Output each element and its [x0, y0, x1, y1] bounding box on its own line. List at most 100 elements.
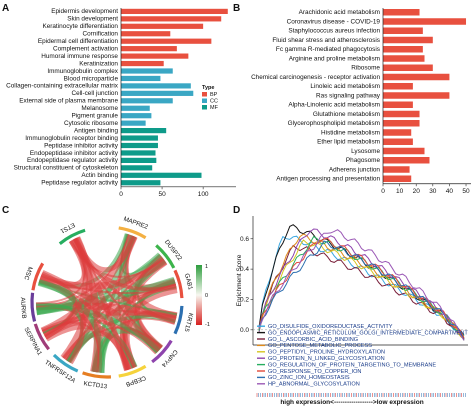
- gsea-curve: [258, 239, 465, 337]
- tick-d-label: 0.4: [240, 266, 249, 273]
- bar-a-label: Peptidase regulator activity: [41, 180, 119, 187]
- chord-gene-label: CEBPB: [125, 374, 147, 388]
- bar-b-label: Ether lipid metabolism: [317, 139, 380, 146]
- bar-b: [383, 27, 423, 34]
- bar-b-label: Chemical carcinogenesis - receptor activ…: [251, 74, 380, 81]
- panel-b-bar-chart: Arachidonic acid metabolism Coronavirus d…: [251, 8, 471, 195]
- colorbar-tick: -1: [205, 322, 210, 328]
- bar-b-label: Antigen processing and presentation: [276, 176, 380, 183]
- bar-a-label: Epidermal cell differentiation: [38, 38, 119, 45]
- bar-a-label: Keratinocyte differentiation: [42, 23, 118, 30]
- chord-link: [35, 238, 86, 305]
- bar-b-label: Arachidonic acid metabolism: [299, 9, 380, 16]
- chord-gene-label: KRT15: [183, 312, 195, 333]
- bar-a-label: Keratinization: [79, 60, 118, 67]
- bar-a-label: Immunoglobulin complex: [47, 68, 118, 75]
- gsea-curve: [258, 229, 465, 341]
- axis-d-ylabel: Enrichment Score: [236, 254, 243, 306]
- gsea-legend-entry: GO_PROTEIN_N_LINKED_GLYCOSYLATION: [268, 356, 385, 362]
- tick-b-label: 30: [429, 188, 437, 195]
- chord-link: [36, 279, 76, 316]
- bar-a-label: Cell-cell junction: [71, 90, 118, 97]
- bar-b-label: Arginine and proline metabolism: [289, 55, 380, 62]
- chord-gene-arc: [58, 228, 86, 245]
- bar-b: [383, 138, 413, 145]
- bar-a: [121, 113, 152, 119]
- bar-a-label: Immunoglobulin receptor binding: [25, 135, 118, 142]
- chord-gene-label: AURKB: [19, 297, 27, 319]
- bar-a-label: Melanosome: [81, 105, 118, 112]
- legend-a-swatch: [202, 92, 207, 97]
- bar-b-label: Glycerophospholipid metabolism: [288, 120, 380, 127]
- chord-gene-arc: [30, 292, 37, 322]
- gsea-legend-entry: GO_L_ASCORBIC_ACID_BINDING: [268, 337, 358, 343]
- chord-gene-arc: [118, 226, 147, 240]
- gsea-legend-entry: GO_REGULATION_OF_PROTEIN_TARGETING_TO_ME…: [268, 362, 436, 368]
- bar-a: [121, 142, 158, 149]
- bar-a-label: Epidermis development: [51, 8, 118, 15]
- bar-b: [383, 147, 425, 155]
- bar-b: [383, 92, 450, 99]
- panel-d-letter: D: [233, 205, 240, 216]
- bar-a: [121, 38, 212, 44]
- bar-a-label: Cytosolic ribosome: [64, 120, 118, 127]
- bar-b: [383, 129, 412, 136]
- bar-b: [383, 110, 420, 118]
- bar-b-label: Ras signaling pathway: [316, 92, 381, 99]
- bar-a-label: Humoral immune response: [41, 53, 118, 60]
- panel-b-letter: B: [233, 3, 240, 14]
- bar-a-label: Cornification: [82, 31, 118, 38]
- bar-b-label: Glutathione metabolism: [313, 111, 380, 118]
- bar-b-label: Adherens junction: [329, 166, 381, 173]
- bar-a: [121, 46, 177, 52]
- bar-a: [121, 128, 167, 134]
- bar-a: [121, 60, 164, 67]
- chord-link: [44, 238, 88, 340]
- bar-b: [383, 101, 413, 108]
- bar-a: [121, 53, 189, 59]
- colorbar-tick: 1: [205, 264, 208, 270]
- bar-a: [121, 90, 194, 96]
- chord-gene-label: GAB1: [183, 273, 194, 291]
- gsea-curve: [258, 233, 465, 340]
- gsea-legend-entry: GO_PENTOSE_METABOLIC_PROCESS: [268, 343, 372, 349]
- bar-a: [121, 16, 222, 22]
- bar-b: [383, 120, 420, 127]
- tick-d-label: 0.0: [240, 327, 249, 334]
- chord-gene-arc: [118, 364, 147, 378]
- bar-a: [121, 165, 153, 171]
- bar-b: [383, 73, 450, 81]
- panel-a-letter: A: [2, 3, 9, 14]
- chord-link: [40, 240, 86, 286]
- colorbar: [196, 265, 202, 325]
- tick-b-label: 40: [446, 188, 454, 195]
- bar-b-label: Linoleic acid metabolism: [310, 83, 380, 90]
- chord-gene-arc: [31, 262, 45, 291]
- bar-b-label: Staphylococcus aureus infection: [288, 28, 380, 35]
- legend-a-swatch: [202, 98, 207, 103]
- bar-a-label: External side of plasma membrane: [19, 98, 118, 105]
- panel-c-letter: C: [2, 205, 9, 216]
- tick-d-label: 0.6: [240, 236, 249, 243]
- chord-gene-label: SERPINA1: [22, 326, 43, 357]
- axis-d-xlabel: high expression<------------------>low e…: [280, 399, 423, 406]
- bar-b-label: Fc gamma R-mediated phagocytosis: [276, 46, 380, 53]
- legend-a-entry: CC: [210, 99, 218, 105]
- bar-b: [383, 166, 410, 173]
- chord-link: [60, 236, 93, 361]
- chord-gene-label: DUSP22: [163, 239, 184, 263]
- chord-gene-arc: [173, 269, 184, 299]
- bar-b-label: Phagosome: [346, 157, 381, 164]
- tick-a-label: 50: [158, 191, 166, 198]
- bar-b-label: Histidine metabolism: [321, 129, 380, 136]
- gsea-curve: [258, 244, 465, 341]
- gsea-legend-entry: GO_ZINC_ION_HOMEOSTASIS: [268, 375, 350, 381]
- gsea-curve: [258, 237, 465, 339]
- gsea-curve: [258, 224, 465, 340]
- bar-b-label: Ribosome: [351, 65, 380, 72]
- bar-b: [383, 64, 433, 71]
- bar-b: [383, 157, 430, 164]
- bar-a: [121, 8, 228, 14]
- bar-a-label: Antigen binding: [74, 127, 119, 134]
- bar-a: [121, 180, 161, 186]
